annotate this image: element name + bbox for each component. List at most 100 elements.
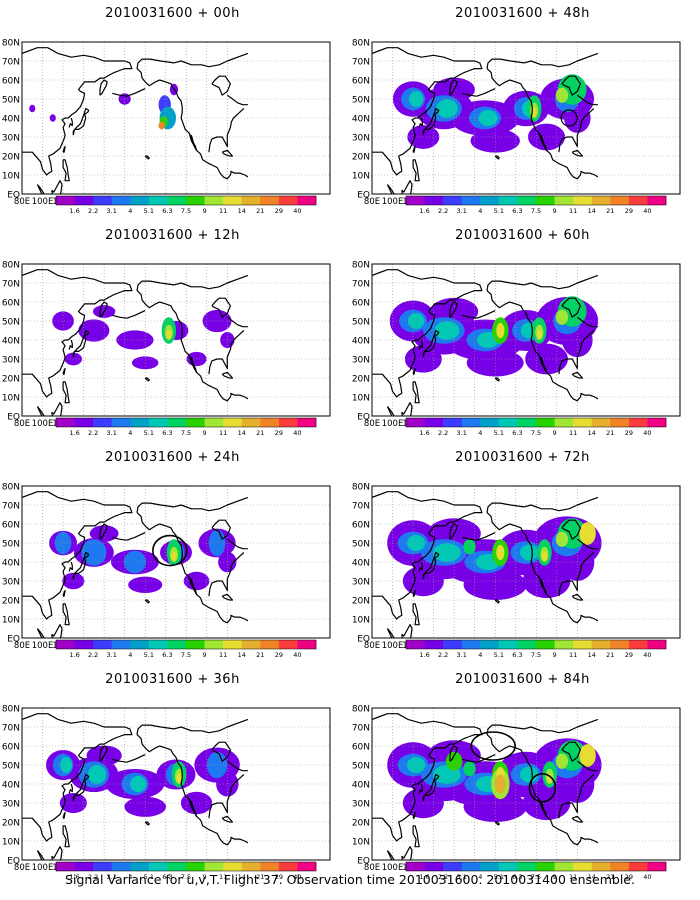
lat-tick-label: EQ xyxy=(7,635,20,645)
colorbar-label: 11 xyxy=(219,873,227,881)
lat-tick-label: EQ xyxy=(7,191,20,201)
colorbar-label: 9 xyxy=(203,651,207,659)
colorbar-label: 5.1 xyxy=(144,873,154,881)
colorbar-swatch xyxy=(223,196,243,205)
variance-contour xyxy=(555,87,569,103)
colorbar-label: 29 xyxy=(275,429,283,437)
colorbar-swatch xyxy=(74,640,94,649)
colorbar-swatch xyxy=(74,862,94,871)
lat-tick-label: 60N xyxy=(2,77,20,87)
colorbar-label: 7.5 xyxy=(531,207,541,215)
panel-title: 2010031600 + 60h xyxy=(455,228,590,243)
colorbar-swatch xyxy=(461,862,481,871)
colorbar-swatch xyxy=(480,862,500,871)
lat-tick-label: 10N xyxy=(352,172,370,182)
colorbar-label: 6.3 xyxy=(512,651,522,659)
lat-tick-label: 70N xyxy=(2,502,20,512)
colorbar-swatch xyxy=(498,196,518,205)
variance-contour xyxy=(463,791,527,822)
colorbar-label: 11 xyxy=(569,873,577,881)
variance-map: 80N70N60N50N40N30N20N10NEQ80E100E120E140… xyxy=(352,483,681,659)
colorbar-label: 1.6 xyxy=(69,873,79,881)
colorbar-swatch xyxy=(573,640,593,649)
colorbar-swatch xyxy=(130,640,150,649)
lon-tick-label: 100E xyxy=(382,863,404,873)
colorbar-swatch xyxy=(186,196,205,205)
colorbar-swatch xyxy=(591,862,611,871)
colorbar-swatch xyxy=(647,640,667,649)
lon-tick-label: 100E xyxy=(32,197,54,207)
colorbar-label: 4 xyxy=(478,873,482,881)
colorbar-swatch xyxy=(517,862,537,871)
lat-tick-label: 10N xyxy=(2,394,20,404)
lat-tick-label: 50N xyxy=(352,540,370,550)
lat-tick-label: 80N xyxy=(352,705,370,715)
colorbar-label: 9 xyxy=(553,207,557,215)
variance-contour xyxy=(496,544,505,561)
lat-tick-label: 70N xyxy=(352,502,370,512)
colorbar-label: 21 xyxy=(606,651,614,659)
variance-contour xyxy=(129,776,147,792)
coastlines xyxy=(22,713,249,860)
colorbar-label: 4 xyxy=(128,651,132,659)
colorbar-label: 9 xyxy=(553,873,557,881)
variance-map: 80N70N60N50N40N30N20N10NEQ80E100E120E140… xyxy=(2,39,331,215)
colorbar: 1.6 2.2 3.1 4 5.1 6.3 7.5 9 11 14 21 29 40 xyxy=(405,639,667,659)
map-panel-2: 2010031600 + 48h 80N 70N 60N 50N 40N 30N 20N 10N… xyxy=(350,0,695,222)
lat-tick-label: 40N xyxy=(2,781,20,791)
colorbar-swatch xyxy=(406,418,425,427)
colorbar-swatch xyxy=(186,640,205,649)
variance-contour xyxy=(406,757,426,773)
map-panel-4: 2010031600 + 60h 80N 70N 60N 50N 40N 30N 20N 10N… xyxy=(350,222,695,444)
map-panel-6: 2010031600 + 72h 80N 70N 60N 50N 40N 30N 20N 10N… xyxy=(350,444,695,666)
colorbar-swatch xyxy=(241,640,261,649)
colorbar-swatch xyxy=(56,418,75,427)
lat-tick-label: 30N xyxy=(2,356,20,366)
lat-tick-label: 20N xyxy=(2,597,20,607)
map-panel-3: 2010031600 + 12h 80N 70N 60N 50N 40N 30N 20N 10N… xyxy=(0,222,345,444)
lat-tick-label: 20N xyxy=(2,375,20,385)
colorbar-swatch xyxy=(554,862,574,871)
colorbar-swatch xyxy=(610,418,630,427)
colorbar-swatch xyxy=(443,196,463,205)
lat-tick-label: 20N xyxy=(2,819,20,829)
colorbar-label: 7.5 xyxy=(181,429,191,437)
colorbar-swatch xyxy=(167,196,187,205)
colorbar-swatch xyxy=(461,640,481,649)
colorbar-label: 14 xyxy=(238,429,246,437)
colorbar-label: 6.3 xyxy=(162,207,172,215)
colorbar-label: 2.2 xyxy=(88,873,98,881)
observation-circle xyxy=(560,109,578,127)
colorbar-label: 21 xyxy=(606,429,614,437)
colorbar-label: 1.6 xyxy=(69,207,79,215)
colorbar-label: 14 xyxy=(238,207,246,215)
variance-contour xyxy=(176,773,182,784)
colorbar-swatch xyxy=(278,196,298,205)
colorbar-swatch xyxy=(186,418,205,427)
colorbar: 1.6 2.2 3.1 4 5.1 6.3 7.5 9 11 14 21 29 40 xyxy=(405,195,667,215)
colorbar-swatch xyxy=(498,640,518,649)
variance-contour xyxy=(408,91,424,107)
colorbar-swatch xyxy=(130,196,150,205)
lat-tick-label: 70N xyxy=(352,280,370,290)
colorbar-label: 21 xyxy=(606,873,614,881)
colorbar-label: 9 xyxy=(553,651,557,659)
colorbar-label: 40 xyxy=(643,207,651,215)
lat-tick-label: 80N xyxy=(2,483,20,493)
variance-contour xyxy=(531,107,537,118)
colorbar-label: 5.1 xyxy=(494,429,504,437)
lat-tick-label: 20N xyxy=(352,597,370,607)
lon-tick-label: 100E xyxy=(32,419,54,429)
colorbar-swatch xyxy=(204,640,224,649)
colorbar-swatch xyxy=(297,640,317,649)
colorbar-label: 14 xyxy=(588,651,596,659)
colorbar-label: 21 xyxy=(256,207,264,215)
colorbar-swatch xyxy=(424,640,444,649)
variance-map: 80N70N60N50N40N30N20N10NEQ80E100E120E140… xyxy=(2,705,331,881)
colorbar-label: 4 xyxy=(128,429,132,437)
graticule xyxy=(22,486,330,638)
colorbar-label: 9 xyxy=(553,429,557,437)
variance-map: 80N70N60N50N40N30N20N10NEQ80E100E120E140… xyxy=(352,261,681,437)
panel-title: 2010031600 + 00h xyxy=(105,6,240,21)
colorbar-label: 14 xyxy=(238,873,246,881)
